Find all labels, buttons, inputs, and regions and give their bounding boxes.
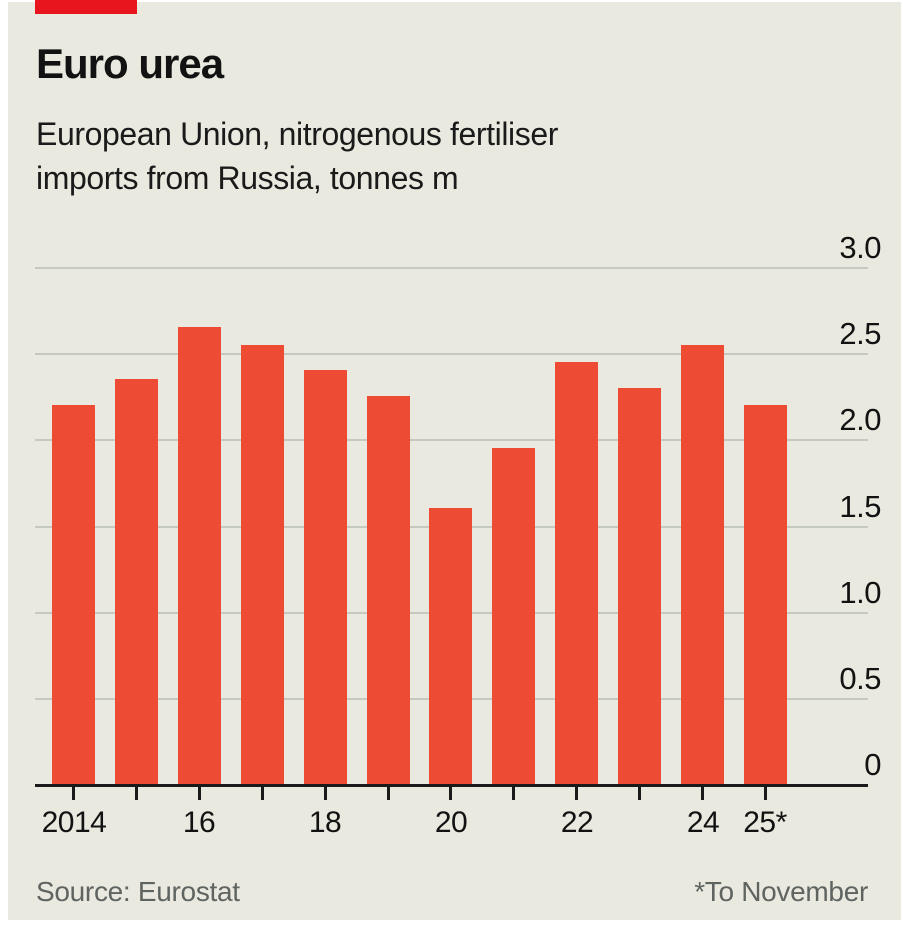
bar-2019 [367,396,410,784]
x-axis-label-20: 20 [434,806,468,839]
chart-subtitle-line2: imports from Russia, tonnes m [36,160,459,196]
x-axis-tick-2025 [764,787,767,800]
gridline-3.0 [35,267,868,269]
x-axis-baseline [35,784,868,787]
y-axis-label-0: 0 [864,747,881,782]
x-axis-tick-2018 [324,787,327,800]
bar-2020 [429,508,472,784]
x-axis-tick-2019 [387,787,390,800]
x-axis-tick-2023 [638,787,641,800]
bar-2015 [115,379,158,784]
x-axis-tick-2022 [575,787,578,800]
x-axis-tick-2014 [72,787,75,800]
bar-2018 [304,370,347,784]
y-axis-label-2.5: 2.5 [839,316,881,351]
gridline-2.0 [35,439,868,441]
x-axis-tick-2021 [512,787,515,800]
y-axis-label-1.5: 1.5 [839,489,881,524]
source-note: Source: Eurostat [36,876,240,907]
x-axis-label-24: 24 [686,806,720,839]
brand-red-tab [35,0,137,14]
bar-2017 [241,345,284,784]
bar-2022 [555,362,598,784]
y-axis-label-0.5: 0.5 [839,661,881,696]
bar-2023 [618,388,661,784]
x-axis-tick-2024 [701,787,704,800]
y-axis-label-2.0: 2.0 [839,402,881,437]
footnote: *To November [694,876,868,907]
y-axis-label-1.0: 1.0 [839,575,881,610]
bar-2016 [178,327,221,784]
x-axis-label-18: 18 [308,806,342,839]
x-axis-tick-2017 [261,787,264,800]
gridline-2.5 [35,353,868,355]
bar-2024 [681,345,724,784]
x-axis-tick-2016 [198,787,201,800]
chart-title: Euro urea [36,40,224,87]
bar-2014 [52,405,95,784]
x-axis-label-16: 16 [182,806,216,839]
x-axis-tick-2015 [135,787,138,800]
bar-2025 [744,405,787,784]
chart-subtitle-line1: European Union, nitrogenous fertiliser [36,116,559,152]
x-axis-label-25: 25* [743,806,787,839]
bar-2021 [492,448,535,784]
x-axis-label-22: 22 [560,806,594,839]
chart-subtitle: European Union, nitrogenous fertiliser i… [36,112,558,200]
x-axis-tick-2020 [449,787,452,800]
x-axis-label-2014: 2014 [41,806,107,839]
y-axis-label-3.0: 3.0 [839,230,881,265]
